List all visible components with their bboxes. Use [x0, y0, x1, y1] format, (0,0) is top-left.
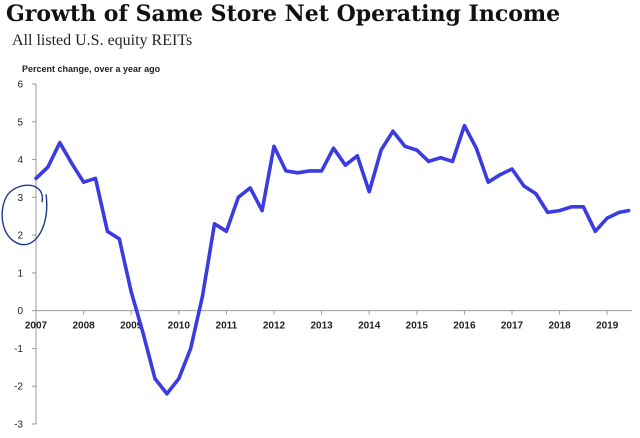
y-tick-label: 4	[17, 155, 23, 166]
data-point	[46, 165, 50, 169]
data-point	[368, 190, 371, 193]
chart-title: Growth of Same Store Net Operating Incom…	[6, 1, 561, 27]
data-point	[213, 222, 216, 225]
data-point	[249, 186, 252, 190]
data-point	[439, 156, 442, 159]
data-point	[165, 392, 169, 395]
data-point	[296, 171, 299, 174]
x-tick-label: 2012	[263, 321, 286, 332]
x-tick-label: 2008	[72, 321, 95, 332]
data-point	[403, 145, 407, 148]
x-tick-label: 2014	[358, 321, 381, 332]
data-point	[141, 332, 145, 335]
x-tick-label: 2010	[168, 321, 191, 332]
data-point	[332, 147, 335, 150]
x-tick-label: 2015	[406, 321, 429, 332]
data-point	[379, 148, 383, 152]
data-point	[189, 347, 192, 350]
data-point	[153, 377, 157, 380]
data-point	[534, 192, 537, 195]
x-tick-label: 2007	[25, 321, 48, 332]
data-point	[627, 209, 630, 212]
data-point	[594, 230, 597, 233]
data-point	[463, 124, 466, 127]
data-point	[451, 160, 454, 163]
data-point	[118, 237, 121, 241]
data-point	[272, 145, 276, 148]
data-point	[356, 154, 359, 157]
y-tick-label: -2	[14, 382, 23, 393]
data-point	[558, 209, 561, 212]
data-point	[308, 169, 311, 173]
hand-drawn-circle-annotation	[1, 184, 48, 246]
data-point	[34, 177, 38, 180]
data-point	[415, 148, 418, 152]
x-tick-label: 2018	[548, 321, 571, 332]
data-point	[427, 160, 430, 163]
y-axis-ticks: 6 5 4 3 2 1 0 -1 -2 -3	[14, 80, 36, 431]
data-point	[522, 184, 526, 188]
y-tick-label: 3	[17, 193, 23, 204]
series-layer	[34, 123, 631, 396]
y-tick-label: 2	[17, 231, 23, 242]
data-point	[344, 164, 347, 167]
data-point	[510, 167, 514, 171]
data-point	[130, 290, 133, 293]
data-point	[70, 162, 73, 165]
data-point	[617, 211, 621, 214]
chart-subtitle: All listed U.S. equity REITs	[12, 32, 193, 49]
x-tick-label: 2009	[120, 321, 143, 332]
y-tick-label: 1	[17, 268, 23, 279]
data-point	[82, 181, 85, 184]
data-point	[391, 130, 395, 133]
data-point	[201, 294, 204, 297]
data-point	[487, 181, 490, 184]
y-tick-label: -3	[14, 420, 23, 431]
x-tick-label: 2019	[596, 321, 619, 332]
data-point	[94, 177, 97, 180]
x-tick-label: 2011	[216, 321, 238, 332]
data-point	[237, 196, 240, 199]
data-point	[260, 209, 264, 212]
x-axis-ticks: 2007 2008 2009 2010 2011 2012 2013 2014 2015 2016…	[25, 310, 619, 332]
x-tick-label: 2013	[310, 321, 333, 332]
data-point	[582, 205, 585, 208]
y-tick-label: 0	[17, 306, 23, 317]
data-point	[546, 211, 549, 214]
annotation-layer	[1, 184, 48, 246]
series-line-0	[34, 123, 631, 396]
data-point	[106, 230, 109, 233]
data-point	[284, 169, 288, 173]
data-point	[570, 205, 573, 208]
data-point	[320, 169, 323, 173]
y-tick-label: 5	[17, 117, 23, 128]
data-point	[58, 141, 61, 144]
x-tick-label: 2017	[501, 321, 524, 332]
x-tick-label: 2016	[453, 321, 476, 332]
axes	[35, 84, 632, 424]
data-point	[475, 147, 478, 150]
y-axis-label: Percent change, over a year ago	[22, 64, 161, 74]
y-tick-label: -1	[14, 344, 23, 355]
y-tick-label: 6	[17, 80, 23, 91]
data-point	[225, 230, 228, 233]
data-point	[606, 216, 609, 220]
data-point	[177, 377, 180, 380]
data-point	[498, 173, 502, 176]
